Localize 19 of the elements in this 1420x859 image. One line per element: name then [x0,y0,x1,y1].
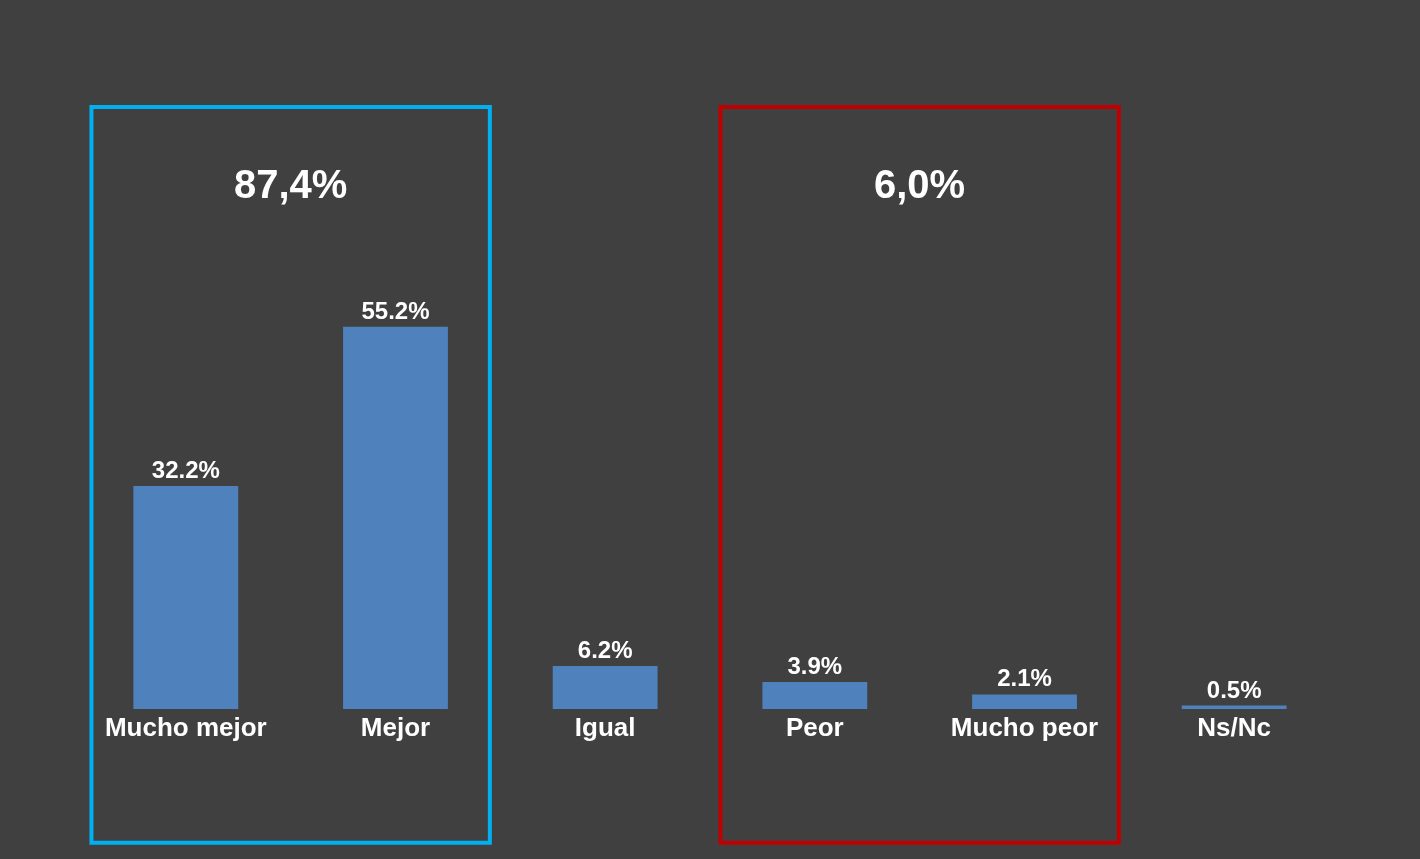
data-label: 55.2% [361,296,430,324]
bar [133,486,239,709]
data-label: 6.2% [577,636,633,664]
text: 6,0% [874,162,966,206]
data-label: 2.1% [997,664,1052,692]
bar [343,326,448,709]
x-tick-label: Mejor [360,712,431,742]
data-label: 32.2% [151,456,220,483]
text: 87,4% [234,162,348,206]
bar [552,666,658,709]
data-label: 0.5% [1206,675,1262,703]
data-label: 3.9% [787,651,843,679]
x-tick-label: Mucho mejor [104,712,267,742]
x-tick-label: Igual [574,712,636,742]
bar [762,681,868,709]
x-tick-label: Mucho peor [950,712,1099,742]
bar [972,694,1077,709]
x-tick-label: Peor [785,712,844,742]
x-tick-label: Ns/Nc [1197,712,1272,742]
